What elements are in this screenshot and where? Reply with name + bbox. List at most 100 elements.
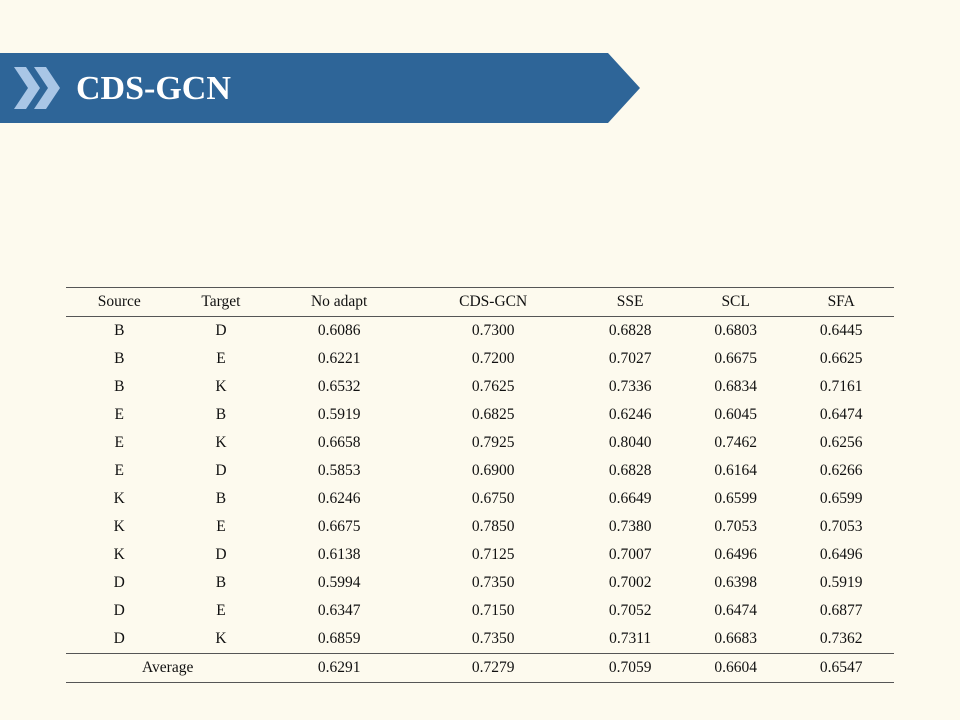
table-row: B E 0.6221 0.7200 0.7027 0.6675 0.6625 (66, 345, 894, 373)
table-cell: B (114, 350, 125, 367)
table-cell: 0.7161 (819, 378, 863, 395)
average-row: Average 0.6291 0.7279 0.7059 0.6604 0.6547 (66, 653, 894, 683)
table-cell: E (216, 602, 226, 619)
table-cell: 0.6803 (714, 322, 757, 339)
table-cell: 0.6398 (714, 574, 757, 591)
table-cell: K (215, 378, 227, 395)
table-cell: E (114, 406, 125, 423)
table-cell: 0.7462 (714, 434, 757, 451)
column-header: Source (97, 293, 141, 310)
table-row: D K 0.6859 0.7350 0.7311 0.6683 0.7362 (66, 625, 894, 654)
table-row: E B 0.5919 0.6825 0.6246 0.6045 0.6474 (66, 401, 894, 429)
table-row: K B 0.6246 0.6750 0.6649 0.6599 0.6599 (66, 485, 894, 513)
table-cell: 0.6474 (819, 406, 863, 423)
table-cell: 0.7125 (471, 546, 515, 563)
table-cell: D (113, 602, 125, 619)
table-cell: 0.7625 (471, 378, 515, 395)
table-cell: 0.6496 (819, 546, 863, 563)
table-cell: 0.7200 (471, 350, 515, 367)
table-cell: D (215, 462, 227, 479)
column-header: Target (201, 293, 241, 310)
table-cell: 0.6246 (317, 490, 361, 507)
table-cell: K (113, 490, 125, 507)
table-cell: E (216, 350, 226, 367)
table-row: D B 0.5994 0.7350 0.7002 0.6398 0.5919 (66, 569, 894, 597)
table-cell: 0.7053 (819, 518, 863, 535)
table-row: K D 0.6138 0.7125 0.7007 0.6496 0.6496 (66, 541, 894, 569)
table-cell: 0.7007 (608, 546, 652, 563)
table-cell: E (114, 434, 125, 451)
table-cell: B (114, 378, 125, 395)
table-cell: 0.7380 (608, 518, 652, 535)
table-cell: 0.6828 (608, 322, 652, 339)
table-row: B D 0.6086 0.7300 0.6828 0.6803 0.6445 (66, 317, 894, 346)
table-cell: 0.7150 (471, 602, 515, 619)
table-cell: B (114, 322, 125, 339)
table-cell: 0.6266 (819, 462, 863, 479)
table-cell: 0.6474 (714, 602, 757, 619)
table-row: E K 0.6658 0.7925 0.8040 0.7462 0.6256 (66, 429, 894, 457)
table-cell: 0.6750 (471, 490, 515, 507)
table-cell: 0.6086 (317, 322, 361, 339)
table-cell: 0.6291 (317, 659, 361, 676)
table-cell: 0.7053 (714, 518, 757, 535)
table-cell: 0.6658 (317, 434, 361, 451)
table-cell: 0.7925 (471, 434, 515, 451)
table-cell: 0.5853 (317, 462, 361, 479)
table-cell: 0.6045 (714, 406, 757, 423)
table-cell: B (215, 490, 227, 507)
table-cell: K (113, 518, 125, 535)
table-header-row: Source Target No adapt CDS-GCN SSE SCL SFA (66, 287, 894, 317)
column-header: SCL (721, 293, 750, 310)
table-cell: D (113, 574, 125, 591)
table-cell: 0.7850 (471, 518, 515, 535)
table-cell: K (113, 546, 125, 563)
table-row: D E 0.6347 0.7150 0.7052 0.6474 0.6877 (66, 597, 894, 625)
table-cell: 0.6256 (819, 434, 863, 451)
table-cell: 0.7052 (608, 602, 652, 619)
title-banner: CDS-GCN (0, 53, 640, 123)
table-cell: 0.6900 (471, 462, 515, 479)
table-cell: 0.6604 (714, 659, 757, 676)
table-cell: 0.8040 (608, 434, 652, 451)
table-cell: K (215, 434, 227, 451)
table-cell: 0.7362 (819, 630, 863, 647)
table-cell: 0.6599 (819, 490, 863, 507)
table-cell: 0.7059 (608, 659, 652, 676)
table-cell: 0.7002 (608, 574, 652, 591)
table-cell: 0.6445 (819, 322, 863, 339)
table-cell: D (215, 322, 227, 339)
table-cell: 0.7311 (609, 630, 652, 647)
table-cell: 0.6649 (608, 490, 652, 507)
table-cell: 0.6828 (608, 462, 652, 479)
table-cell: 0.7279 (471, 659, 515, 676)
table-cell: K (215, 630, 227, 647)
table-cell: 0.7336 (608, 378, 652, 395)
double-chevron-right-icon (14, 67, 60, 109)
page-title: CDS-GCN (76, 70, 231, 107)
column-header: SFA (827, 293, 855, 310)
table-body: B D 0.6086 0.7300 0.6828 0.6803 0.6445 B E 0.6221… (66, 317, 894, 654)
table-cell: E (216, 518, 226, 535)
table-cell: 0.6138 (317, 546, 361, 563)
table-cell: 0.5919 (819, 574, 863, 591)
table-row: E D 0.5853 0.6900 0.6828 0.6164 0.6266 (66, 457, 894, 485)
table-cell: 0.7350 (471, 630, 515, 647)
table-cell: 0.7027 (608, 350, 652, 367)
table-cell: 0.6164 (714, 462, 757, 479)
table-cell: 0.6625 (819, 350, 863, 367)
column-header: CDS-GCN (459, 293, 528, 310)
table-cell: 0.7350 (471, 574, 515, 591)
table-cell: 0.6246 (608, 406, 652, 423)
table-cell: 0.6675 (317, 518, 361, 535)
average-label: Average (142, 659, 194, 676)
table-row: B K 0.6532 0.7625 0.7336 0.6834 0.7161 (66, 373, 894, 401)
column-header: No adapt (310, 293, 368, 310)
column-header: SSE (616, 293, 644, 310)
table-row: K E 0.6675 0.7850 0.7380 0.7053 0.7053 (66, 513, 894, 541)
table-cell: 0.6859 (317, 630, 361, 647)
table-cell: 0.6675 (714, 350, 757, 367)
table-cell: 0.5919 (317, 406, 361, 423)
table-cell: B (215, 406, 227, 423)
table-cell: 0.6825 (471, 406, 515, 423)
